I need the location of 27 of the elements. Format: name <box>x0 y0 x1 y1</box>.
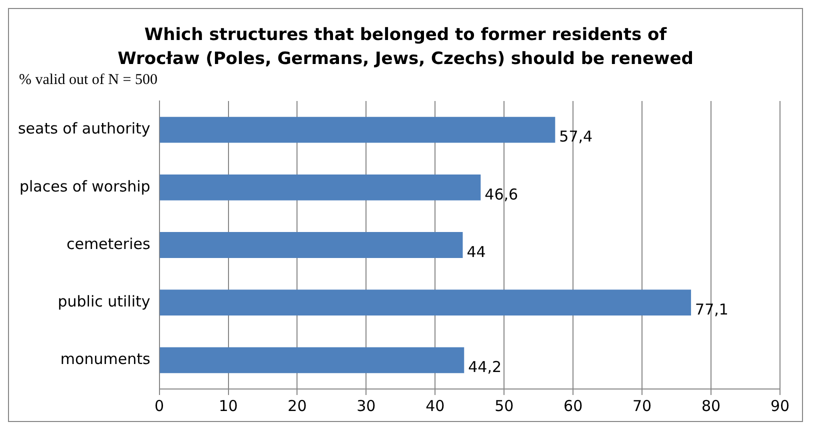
data-label: 44 <box>466 242 486 261</box>
bar <box>160 290 692 316</box>
x-tick-label: 40 <box>426 396 445 415</box>
y-tick-label: cemeteries <box>66 234 150 253</box>
x-tick-label: 10 <box>218 396 238 415</box>
data-label: 44,2 <box>468 358 502 376</box>
x-tick-label: 30 <box>356 396 376 415</box>
x-tick-label: 70 <box>632 396 652 415</box>
y-tick-label: public utility <box>58 292 150 310</box>
bar <box>160 232 463 258</box>
x-tick-label: 60 <box>564 396 583 415</box>
chart-subtitle: % valid out of N = 500 <box>19 71 158 89</box>
y-tick-label: places of worship <box>19 177 150 196</box>
data-label: 77,1 <box>695 300 728 318</box>
x-tick-label: 0 <box>154 396 164 415</box>
x-tick-label: 80 <box>701 396 721 415</box>
y-tick-label: monuments <box>60 350 150 368</box>
chart-title: Which structures that belonged to former residents of Wrocław (Poles, Germans, Jews, Czechs) should be renewed <box>116 24 694 71</box>
x-tick-label: 20 <box>288 396 307 415</box>
y-tick-label: seats of authority <box>18 120 150 138</box>
bar <box>160 347 464 374</box>
bar <box>160 116 556 143</box>
data-label: 46,6 <box>484 185 518 204</box>
bar <box>160 174 481 200</box>
x-tick-label: 50 <box>494 396 514 415</box>
x-tick-label: 90 <box>770 396 790 415</box>
data-label: 57,4 <box>559 128 593 146</box>
